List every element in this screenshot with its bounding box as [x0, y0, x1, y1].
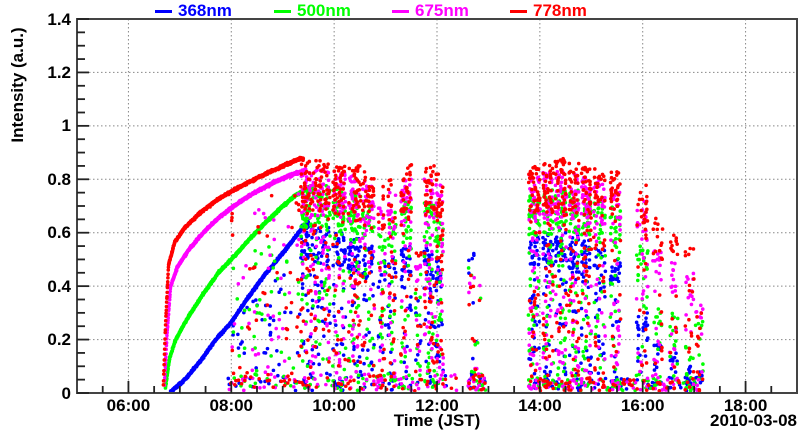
y-tick-label: 0.8: [47, 169, 71, 189]
y-tick-label: 1.4: [47, 9, 71, 29]
legend-label: 778nm: [533, 1, 587, 20]
y-tick-label: 0.4: [47, 276, 71, 296]
x-tick-label: 18:00: [723, 396, 768, 415]
y-tick-label: 0: [61, 383, 71, 403]
x-axis-title: Time (JST): [393, 411, 481, 430]
y-tick-label: 0.6: [47, 223, 71, 243]
legend-item-368nm: 368nm: [155, 1, 232, 21]
x-tick-label: 08:00: [209, 396, 254, 415]
legend-dash-icon: [510, 9, 527, 13]
legend-item-500nm: 500nm: [274, 1, 351, 21]
y-tick-label: 1: [61, 116, 71, 136]
y-tick-label: 1.2: [47, 62, 71, 82]
legend-label: 675nm: [415, 1, 469, 20]
date-label: 2010-03-08: [710, 411, 797, 430]
legend-dash-icon: [274, 9, 291, 13]
legend-label: 500nm: [297, 1, 351, 20]
x-tick-label: 12:00: [415, 396, 459, 415]
y-axis-title: Intensity (a.u.): [8, 27, 27, 143]
legend-dash-icon: [392, 9, 409, 13]
legend-label: 368nm: [178, 1, 232, 20]
x-tick-label: 16:00: [620, 396, 665, 415]
y-tick-label: 0.2: [47, 330, 71, 350]
legend-item-675nm: 675nm: [392, 1, 469, 21]
x-tick-label: 14:00: [518, 396, 562, 415]
x-tick-label: 06:00: [106, 396, 151, 415]
legend-dash-icon: [155, 9, 172, 13]
legend-item-778nm: 778nm: [510, 1, 587, 21]
x-tick-label: 10:00: [312, 396, 356, 415]
